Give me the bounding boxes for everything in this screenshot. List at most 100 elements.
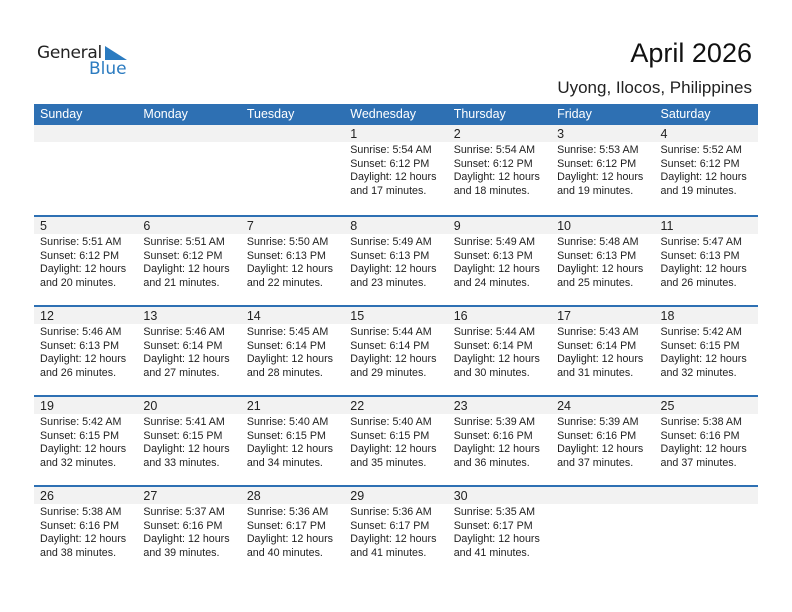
- day-cell: Sunrise: 5:49 AM Sunset: 6:13 PM Daylight:…: [448, 236, 551, 290]
- minutes-text: and 32 minutes.: [660, 366, 737, 379]
- sunset-text: Sunset: 6:12 PM: [143, 249, 223, 262]
- minutes-text: and 17 minutes.: [350, 184, 427, 197]
- minutes-text: and 37 minutes.: [557, 456, 634, 469]
- daylight-text: Daylight: 12 hours: [40, 263, 127, 275]
- minutes-text: and 25 minutes.: [557, 276, 634, 289]
- day-number: 5: [40, 219, 47, 233]
- day-number: 28: [246, 489, 261, 503]
- day-number: 9: [453, 219, 461, 233]
- minutes-text: and 34 minutes.: [246, 456, 323, 469]
- day-cell: [137, 144, 240, 198]
- minutes-text: and 30 minutes.: [453, 366, 530, 379]
- day-number: 10: [557, 219, 572, 233]
- day-cell: Sunrise: 5:51 AM Sunset: 6:12 PM Daylight:…: [34, 236, 137, 290]
- date-row: 19 20 21 22 23 24 25: [34, 397, 758, 414]
- daylight-text: Daylight: 12 hours: [246, 263, 333, 275]
- sunset-text: Sunset: 6:13 PM: [246, 249, 326, 262]
- info-row: Sunrise: 5:51 AM Sunset: 6:12 PM Daylight:…: [34, 234, 758, 290]
- daylight-text: Daylight: 12 hours: [660, 443, 747, 455]
- sunset-text: Sunset: 6:13 PM: [660, 249, 740, 262]
- day-number: 22: [350, 399, 365, 413]
- info-row: Sunrise: 5:46 AM Sunset: 6:13 PM Daylight:…: [34, 324, 758, 380]
- day-cell: Sunrise: 5:41 AM Sunset: 6:15 PM Daylight:…: [137, 416, 240, 470]
- daylight-text: Daylight: 12 hours: [557, 263, 644, 275]
- minutes-text: and 39 minutes.: [143, 546, 220, 559]
- sunset-text: Sunset: 6:16 PM: [453, 429, 533, 442]
- sunrise-text: Sunrise: 5:36 AM: [350, 506, 432, 518]
- minutes-text: and 31 minutes.: [557, 366, 634, 379]
- day-cell: Sunrise: 5:54 AM Sunset: 6:12 PM Daylight:…: [448, 144, 551, 198]
- day-number: [551, 487, 654, 504]
- day-number: 2: [453, 127, 461, 141]
- minutes-text: and 19 minutes.: [660, 184, 737, 197]
- daylight-text: Daylight: 12 hours: [143, 533, 230, 545]
- day-number: 23: [453, 399, 468, 413]
- sunset-text: Sunset: 6:15 PM: [246, 429, 326, 442]
- sunset-text: Sunset: 6:15 PM: [350, 429, 430, 442]
- weekday-friday: Friday: [557, 107, 592, 121]
- daylight-text: Daylight: 12 hours: [143, 353, 230, 365]
- sunrise-text: Sunrise: 5:44 AM: [350, 326, 432, 338]
- minutes-text: and 41 minutes.: [350, 546, 427, 559]
- day-number: 1: [350, 127, 358, 141]
- sunrise-text: Sunrise: 5:54 AM: [453, 144, 536, 156]
- sunset-text: Sunset: 6:14 PM: [246, 339, 326, 352]
- daylight-text: Daylight: 12 hours: [246, 353, 333, 365]
- day-number: 7: [246, 219, 254, 233]
- daylight-text: Daylight: 12 hours: [246, 443, 333, 455]
- sunset-text: Sunset: 6:15 PM: [660, 339, 740, 352]
- info-row: Sunrise: 5:42 AM Sunset: 6:15 PM Daylight:…: [34, 414, 758, 470]
- sunrise-text: Sunrise: 5:47 AM: [660, 236, 742, 248]
- day-cell: Sunrise: 5:52 AM Sunset: 6:12 PM Daylight:…: [655, 144, 758, 198]
- sunset-text: Sunset: 6:16 PM: [557, 429, 637, 442]
- minutes-text: and 19 minutes.: [557, 184, 634, 197]
- day-number: 30: [453, 489, 468, 503]
- day-cell: Sunrise: 5:38 AM Sunset: 6:16 PM Daylight:…: [34, 506, 137, 560]
- minutes-text: and 41 minutes.: [453, 546, 530, 559]
- day-cell: [34, 144, 137, 198]
- day-cell: Sunrise: 5:40 AM Sunset: 6:15 PM Daylight:…: [241, 416, 344, 470]
- day-cell: Sunrise: 5:42 AM Sunset: 6:15 PM Daylight:…: [34, 416, 137, 470]
- day-cell: Sunrise: 5:36 AM Sunset: 6:17 PM Daylight:…: [344, 506, 447, 560]
- day-number: 21: [246, 399, 261, 413]
- day-cell: Sunrise: 5:40 AM Sunset: 6:15 PM Daylight:…: [344, 416, 447, 470]
- day-number: 24: [557, 399, 572, 413]
- sunset-text: Sunset: 6:15 PM: [143, 429, 223, 442]
- day-cell: Sunrise: 5:37 AM Sunset: 6:16 PM Daylight:…: [137, 506, 240, 560]
- sunrise-text: Sunrise: 5:46 AM: [40, 326, 122, 338]
- minutes-text: and 29 minutes.: [350, 366, 427, 379]
- day-number: 3: [557, 127, 565, 141]
- week-row: 19 20 21 22 23 24 25 Sunrise: 5:42 AM Sunset: 6:…: [34, 395, 758, 485]
- sunset-text: Sunset: 6:14 PM: [143, 339, 223, 352]
- info-row: Sunrise: 5:54 AM Sunset: 6:12 PM Daylight:…: [34, 142, 758, 198]
- minutes-text: and 37 minutes.: [660, 456, 737, 469]
- week-row: 5 6 7 8 9 10 11 Sunrise: 5:51 AM Sunset: 6:12 PM…: [34, 215, 758, 305]
- sunset-text: Sunset: 6:12 PM: [557, 157, 637, 170]
- sunrise-text: Sunrise: 5:35 AM: [453, 506, 536, 518]
- minutes-text: and 35 minutes.: [350, 456, 427, 469]
- weekday-monday: Monday: [143, 107, 188, 121]
- day-number: 19: [40, 399, 54, 413]
- sunrise-text: Sunrise: 5:54 AM: [350, 144, 432, 156]
- sunset-text: Sunset: 6:15 PM: [40, 429, 120, 442]
- daylight-text: Daylight: 12 hours: [350, 171, 437, 183]
- minutes-text: and 20 minutes.: [40, 276, 117, 289]
- sunset-text: Sunset: 6:14 PM: [557, 339, 637, 352]
- minutes-text: and 26 minutes.: [660, 276, 737, 289]
- daylight-text: Daylight: 12 hours: [557, 353, 644, 365]
- day-number: 27: [143, 489, 158, 503]
- minutes-text: and 21 minutes.: [143, 276, 220, 289]
- minutes-text: and 24 minutes.: [453, 276, 530, 289]
- day-number: 12: [40, 309, 54, 323]
- day-cell: Sunrise: 5:47 AM Sunset: 6:13 PM Daylight:…: [655, 236, 758, 290]
- day-cell: Sunrise: 5:53 AM Sunset: 6:12 PM Daylight:…: [551, 144, 654, 198]
- daylight-text: Daylight: 12 hours: [350, 443, 437, 455]
- daylight-text: Daylight: 12 hours: [40, 443, 127, 455]
- sunrise-text: Sunrise: 5:50 AM: [246, 236, 329, 248]
- day-number: 17: [557, 309, 572, 323]
- week-row: 12 13 14 15 16 17 18 Sunrise: 5:46 AM Sunset: 6:…: [34, 305, 758, 395]
- daylight-text: Daylight: 12 hours: [453, 171, 540, 183]
- date-row: 5 6 7 8 9 10 11: [34, 217, 758, 234]
- sunset-text: Sunset: 6:12 PM: [350, 157, 430, 170]
- sunset-text: Sunset: 6:16 PM: [660, 429, 740, 442]
